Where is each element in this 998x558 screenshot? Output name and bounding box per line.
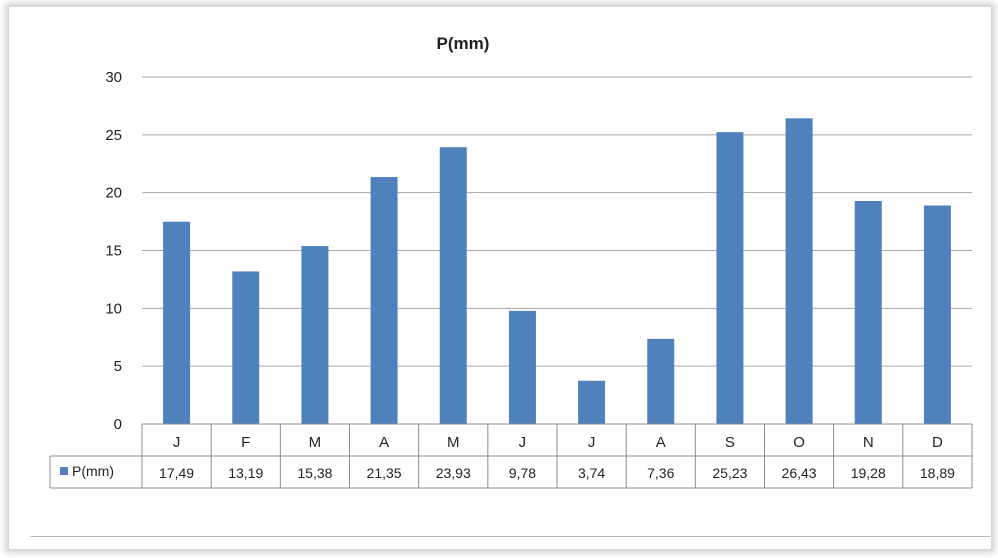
data-label: 3,74 [578,465,605,481]
data-label: 19,28 [851,465,886,481]
bar [647,338,675,424]
x-tick-label: A [379,434,389,451]
x-tick-label: F [241,434,250,451]
x-tick-label: D [932,434,943,451]
bar [785,118,813,424]
bars [163,118,951,425]
x-tick-label: J [588,434,596,451]
data-label: 13,19 [228,465,263,481]
legend-label: P(mm) [72,463,114,479]
bar [508,310,536,424]
bar [578,380,606,424]
x-tick-label: S [725,434,735,451]
y-axis-ticks: 0 5 10 15 20 25 30 [105,69,122,433]
chart-title: P(mm) [437,34,490,53]
y-tick-label: 0 [114,416,122,433]
bar [232,271,260,424]
x-tick-label: M [447,434,460,451]
bar [301,246,329,424]
y-tick-label: 20 [105,185,122,202]
y-tick-label: 10 [105,300,122,317]
data-label: 25,23 [712,465,747,481]
data-label: 15,38 [297,465,332,481]
x-tick-label: N [863,434,874,451]
x-tick-label: O [793,434,805,451]
x-tick-label: J [519,434,527,451]
bar [854,200,882,424]
y-tick-label: 15 [105,243,122,260]
data-label: 18,89 [920,465,955,481]
data-table: J F M A M J J A S O N D P(mm) 17,49 13,19 15,38 21,35 23,… [49,423,973,489]
y-tick-label: 5 [114,358,122,375]
x-tick-label: A [656,434,666,451]
data-label: 23,93 [436,465,471,481]
bottom-divider [30,536,990,537]
x-tick-label: J [173,434,181,451]
bar [370,177,398,424]
bar [923,205,951,424]
data-label: 21,35 [367,465,402,481]
data-label: 9,78 [509,465,536,481]
data-label: 17,49 [159,465,194,481]
data-label: 26,43 [782,465,817,481]
bar [439,147,467,425]
legend-swatch [60,467,68,475]
y-tick-label: 25 [105,127,122,144]
x-tick-label: M [309,434,322,451]
gridlines [142,76,972,425]
data-label: 7,36 [647,465,674,481]
y-tick-label: 30 [105,69,122,86]
bar [163,221,191,424]
bar [716,132,744,424]
